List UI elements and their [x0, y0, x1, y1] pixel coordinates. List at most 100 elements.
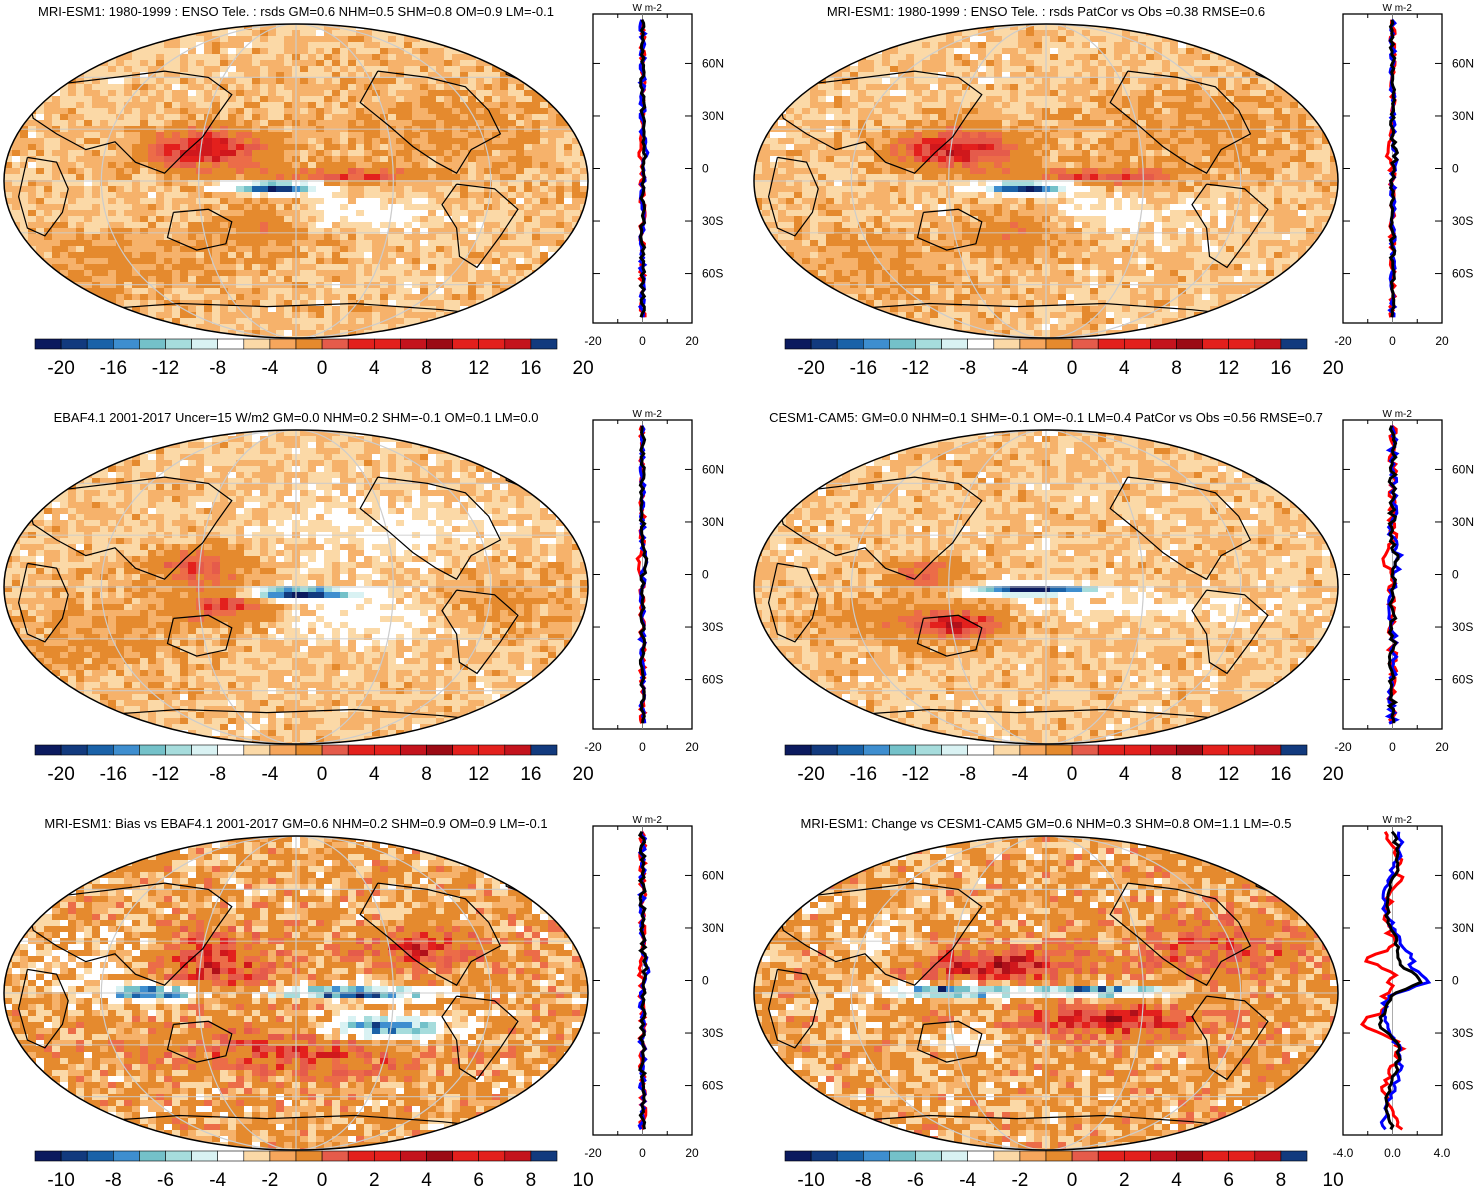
map-cell — [484, 252, 493, 259]
map-cell — [1146, 90, 1155, 97]
map-cell — [76, 246, 85, 253]
map-cell — [420, 24, 429, 31]
map-cell — [404, 78, 413, 85]
map-cell — [372, 30, 381, 37]
map-cell — [4, 336, 13, 338]
map-cell — [1130, 66, 1139, 73]
map-cell — [188, 36, 197, 43]
map-cell — [348, 198, 357, 205]
map-cell — [572, 198, 581, 205]
map-cell — [1306, 102, 1315, 109]
map-cell — [388, 180, 397, 187]
map-cell — [412, 240, 421, 247]
map-cell — [1010, 72, 1019, 79]
map-cell — [460, 54, 469, 61]
map-cell — [92, 114, 101, 121]
map-cell — [340, 282, 349, 289]
map-cell — [1266, 96, 1275, 103]
map-cell — [300, 42, 309, 49]
map-cell — [196, 312, 205, 319]
map-cell — [580, 264, 588, 271]
map-cell — [124, 30, 133, 37]
map-cell — [124, 330, 133, 337]
map-cell — [404, 270, 413, 277]
map-cell — [4, 48, 13, 55]
map-cell — [212, 168, 221, 175]
map-cell — [1002, 36, 1011, 43]
map-cell — [220, 198, 229, 205]
map-cell — [1074, 72, 1083, 79]
map-cell — [236, 318, 245, 325]
map-cell — [1314, 72, 1323, 79]
map-cell — [564, 102, 573, 109]
map-cell — [476, 318, 485, 325]
map-cell — [548, 180, 557, 187]
map-cell — [156, 108, 165, 115]
map-cell — [452, 300, 461, 307]
map-cell — [164, 156, 173, 163]
map-cell — [20, 150, 29, 157]
map-cell — [802, 90, 811, 97]
map-cell — [132, 294, 141, 301]
map-cell — [316, 180, 325, 187]
map-cell — [770, 96, 779, 103]
map-cell — [580, 24, 588, 31]
map-cell — [556, 132, 565, 139]
map-cell — [1306, 96, 1315, 103]
map-cell — [1106, 54, 1115, 61]
map-cell — [20, 144, 29, 151]
map-cell — [484, 186, 493, 193]
map-cell — [36, 234, 45, 241]
map-cell — [1154, 54, 1163, 61]
map-cell — [12, 90, 21, 97]
map-cell — [356, 306, 365, 313]
map-cell — [484, 42, 493, 49]
map-cell — [236, 120, 245, 127]
map-cell — [922, 48, 931, 55]
colorbar-swatch — [113, 338, 140, 350]
map-cell — [762, 48, 771, 55]
map-cell — [20, 336, 29, 338]
map-cell — [548, 30, 557, 37]
map-cell — [388, 78, 397, 85]
map-cell — [580, 282, 588, 289]
map-cell — [92, 264, 101, 271]
panel-p2: MRI-ESM1: 1980-1999 : ENSO Tele. : rsds … — [753, 3, 1474, 379]
map-cell — [196, 162, 205, 169]
map-cell — [124, 216, 133, 223]
map-cell — [284, 228, 293, 235]
map-cell — [492, 300, 501, 307]
map-cell — [460, 240, 469, 247]
map-cell — [140, 114, 149, 121]
map-cell — [468, 48, 477, 55]
map-cell — [44, 114, 53, 121]
map-cell — [1282, 30, 1291, 37]
map-cell — [396, 120, 405, 127]
map-cell — [556, 66, 565, 73]
map-cell — [388, 234, 397, 241]
map-cell — [572, 300, 581, 307]
map-cell — [236, 210, 245, 217]
map-cell — [204, 306, 213, 313]
map-cell — [444, 102, 453, 109]
map-cell — [12, 336, 21, 338]
map-cell — [412, 282, 421, 289]
map-cell — [858, 48, 867, 55]
map-cell — [1186, 24, 1195, 31]
map-cell — [20, 306, 29, 313]
map-cell — [1098, 78, 1107, 85]
map-cell — [436, 294, 445, 301]
map-cell — [100, 30, 109, 37]
map-cell — [4, 132, 13, 139]
map-cell — [1002, 102, 1011, 109]
map-cell — [108, 330, 117, 337]
map-cell — [500, 222, 509, 229]
map-cell — [500, 108, 509, 115]
map-cell — [540, 282, 549, 289]
map-cell — [1026, 90, 1035, 97]
map-cell — [92, 240, 101, 247]
map-cell — [572, 30, 581, 37]
map-cell — [1170, 78, 1179, 85]
map-cell — [1090, 30, 1099, 37]
map-cell — [404, 132, 413, 139]
